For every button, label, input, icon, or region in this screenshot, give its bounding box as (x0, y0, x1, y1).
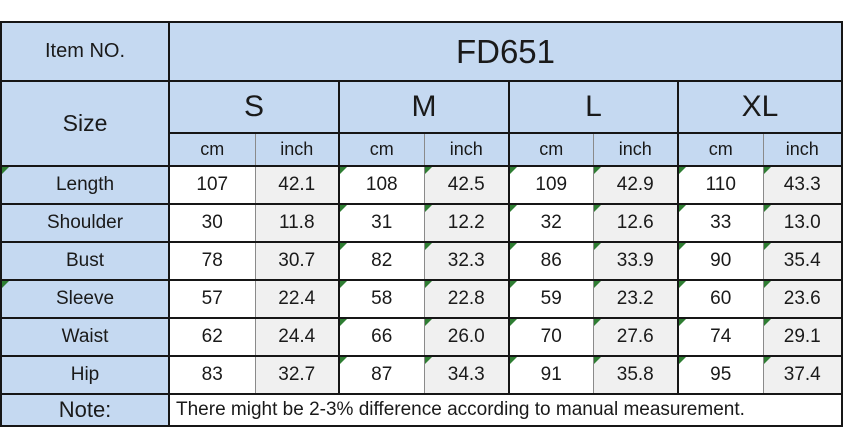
size-header-l: L (508, 80, 679, 134)
measurement-cell: 42.5 (423, 165, 510, 205)
measurement-cell: 22.4 (254, 279, 340, 319)
unit-header-row: cm inch cm inch cm inch cm inch (1, 132, 843, 167)
measurement-cell: 24.4 (254, 317, 340, 357)
measurement-row-hip: Hip 83 32.7 87 34.3 91 35.8 95 37.4 (0, 355, 843, 395)
row-label: Sleeve (0, 279, 170, 319)
unit-header-inch: inch (254, 132, 340, 167)
row-label: Waist (0, 317, 170, 357)
measurement-cell: 37.4 (762, 355, 843, 395)
measurement-cell: 29.1 (762, 317, 843, 357)
measurement-cell: 30 (168, 203, 256, 243)
measurement-cell: 42.9 (592, 165, 679, 205)
unit-header-inch: inch (423, 132, 510, 167)
measurement-cell: 35.4 (762, 241, 843, 281)
measurement-cell: 31 (338, 203, 425, 243)
size-header-row: Size S M L XL (0, 80, 843, 167)
measurement-cell: 66 (338, 317, 425, 357)
measurement-row-length: Length 107 42.1 108 42.5 109 42.9 110 43.3 (0, 165, 843, 205)
measurement-cell: 62 (168, 317, 256, 357)
measurement-cell: 82 (338, 241, 425, 281)
size-chart-table: Item NO. FD651 Size S M L XL cm inch cm … (0, 21, 843, 427)
measurement-cell: 12.6 (592, 203, 679, 243)
unit-header-cm: cm (338, 132, 425, 167)
measurement-cell: 22.8 (423, 279, 510, 319)
measurement-cell: 58 (338, 279, 425, 319)
note-row: Note: There might be 2-3% difference acc… (0, 393, 843, 427)
measurement-cell: 108 (338, 165, 425, 205)
note-label: Note: (0, 393, 170, 427)
measurement-cell: 107 (168, 165, 256, 205)
measurement-cell: 13.0 (762, 203, 843, 243)
measurement-cell: 90 (677, 241, 764, 281)
size-header-s: S (168, 80, 340, 134)
measurement-cell: 86 (508, 241, 594, 281)
measurement-cell: 91 (508, 355, 594, 395)
measurement-cell: 32 (508, 203, 594, 243)
measurement-cell: 26.0 (423, 317, 510, 357)
measurement-cell: 23.2 (592, 279, 679, 319)
note-text: There might be 2-3% difference according… (168, 393, 843, 427)
unit-header-cm: cm (677, 132, 764, 167)
measurement-cell: 57 (168, 279, 256, 319)
unit-header-inch: inch (592, 132, 679, 167)
row-label: Bust (0, 241, 170, 281)
measurement-cell: 83 (168, 355, 256, 395)
measurement-cell: 27.6 (592, 317, 679, 357)
item-no-row: Item NO. FD651 (0, 21, 843, 82)
measurement-cell: 109 (508, 165, 594, 205)
row-label: Hip (0, 355, 170, 395)
measurement-cell: 70 (508, 317, 594, 357)
measurement-cell: 78 (168, 241, 256, 281)
measurement-cell: 42.1 (254, 165, 340, 205)
unit-header-cm: cm (508, 132, 594, 167)
measurement-cell: 34.3 (423, 355, 510, 395)
unit-header-cm: cm (168, 132, 256, 167)
measurement-cell: 74 (677, 317, 764, 357)
measurement-cell: 33.9 (592, 241, 679, 281)
row-label: Shoulder (0, 203, 170, 243)
measurement-cell: 23.6 (762, 279, 843, 319)
measurement-cell: 32.7 (254, 355, 340, 395)
measurement-cell: 11.8 (254, 203, 340, 243)
measurement-row-waist: Waist 62 24.4 66 26.0 70 27.6 74 29.1 (0, 317, 843, 357)
measurement-cell: 60 (677, 279, 764, 319)
unit-header-inch: inch (762, 132, 843, 167)
measurement-cell: 87 (338, 355, 425, 395)
item-no-value: FD651 (168, 21, 843, 82)
measurement-cell: 33 (677, 203, 764, 243)
measurement-row-sleeve: Sleeve 57 22.4 58 22.8 59 23.2 60 23.6 (0, 279, 843, 319)
measurement-cell: 35.8 (592, 355, 679, 395)
item-no-label: Item NO. (0, 21, 170, 82)
size-header-m: M (338, 80, 510, 134)
measurement-cell: 110 (677, 165, 764, 205)
measurement-cell: 30.7 (254, 241, 340, 281)
size-header-xl: XL (677, 80, 843, 134)
row-label: Length (0, 165, 170, 205)
measurement-cell: 43.3 (762, 165, 843, 205)
measurement-cell: 32.3 (423, 241, 510, 281)
measurement-row-bust: Bust 78 30.7 82 32.3 86 33.9 90 35.4 (0, 241, 843, 281)
measurement-cell: 59 (508, 279, 594, 319)
measurement-cell: 95 (677, 355, 764, 395)
measurement-row-shoulder: Shoulder 30 11.8 31 12.2 32 12.6 33 13.0 (0, 203, 843, 243)
size-label: Size (0, 80, 170, 167)
measurement-cell: 12.2 (423, 203, 510, 243)
